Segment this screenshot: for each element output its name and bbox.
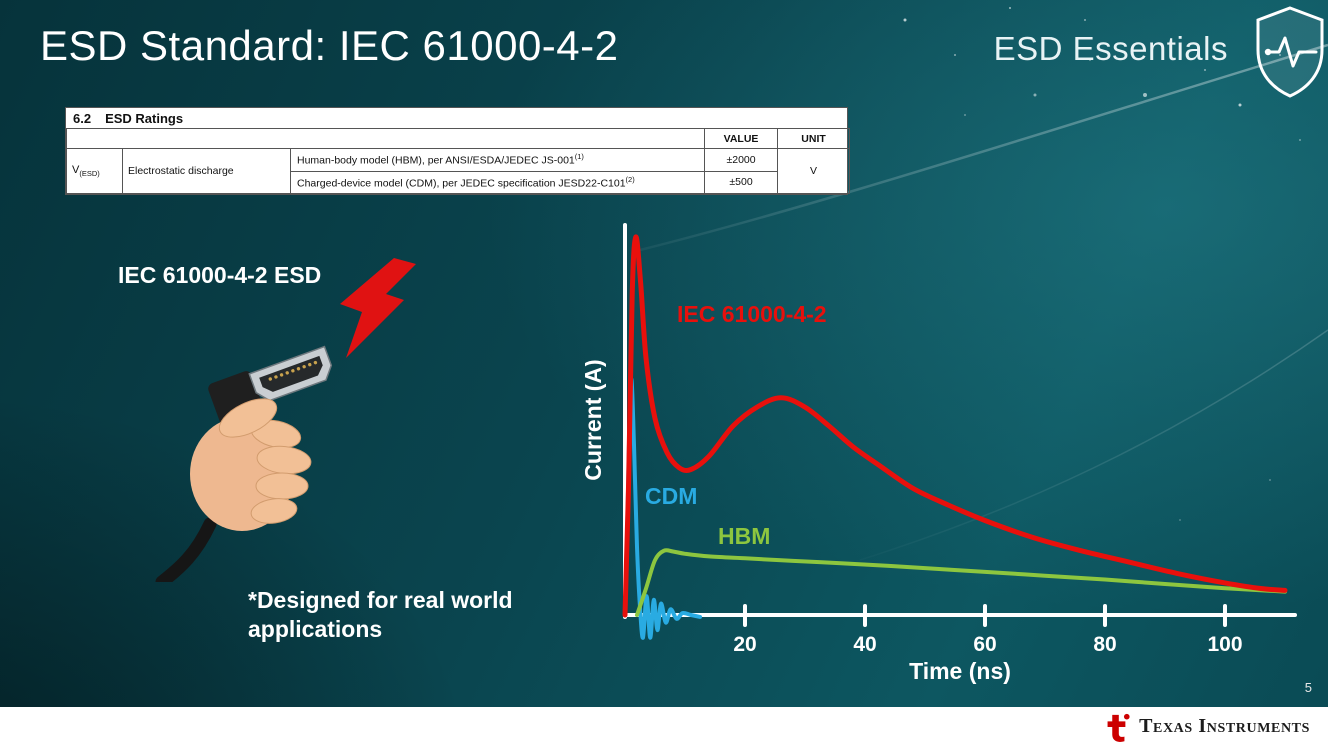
section-number: 6.2	[73, 111, 92, 126]
svg-text:20: 20	[733, 633, 756, 656]
connector-pins	[268, 360, 318, 381]
row-description-footnote: (1)	[574, 152, 584, 161]
row-value: ±500	[704, 170, 779, 195]
chart-canvas: 20 40 60 80 100 Time (ns) Current (A)	[585, 223, 1297, 684]
unit-cell: V	[777, 147, 851, 195]
table-row: V(ESD) Electrostatic discharge Human-bod…	[66, 147, 851, 195]
hand-holding-connector-illustration	[155, 345, 333, 582]
cable	[155, 517, 217, 582]
row-description-text: Charged-device model (CDM), per JEDEC sp…	[297, 177, 626, 190]
ti-bug-icon	[1107, 713, 1130, 742]
curve-label-hbm: HBM	[718, 523, 771, 549]
row-description-footnote: (2)	[625, 174, 635, 184]
esd-shield-icon	[1254, 5, 1326, 104]
ti-logo: Texas Instruments	[1101, 712, 1310, 742]
svg-text:100: 100	[1207, 633, 1242, 656]
ti-wordmark: Texas Instruments	[1139, 715, 1310, 737]
svg-text:60: 60	[973, 633, 996, 656]
param-name: Electrostatic discharge	[122, 147, 291, 195]
svg-text:Current (A): Current (A)	[585, 359, 606, 480]
col-header-value: VALUE	[704, 128, 779, 149]
lightning-bolt-icon	[340, 258, 416, 358]
table-header-spacer	[65, 128, 706, 149]
footnote: *Designed for real world applications	[248, 587, 513, 643]
hand	[190, 398, 312, 531]
row-description: Human-body model (HBM), per ANSI/ESDA/JE…	[289, 148, 706, 172]
table-section-title: 6.2 ESD Ratings	[66, 108, 847, 128]
table-row: Charged-device model (CDM), per JEDEC sp…	[67, 170, 850, 195]
curve-label-iec: IEC 61000-4-2	[677, 301, 827, 327]
illustration-label: IEC 61000-4-2 ESD	[118, 262, 322, 288]
esd-current-chart: 20 40 60 80 100 Time (ns) Current (A) IEC 6100…	[585, 215, 1300, 685]
heartbeat-pulse-icon	[1266, 36, 1318, 68]
slide-title: ESD Standard: IEC 61000-4-2	[40, 22, 619, 69]
svg-text:Time (ns): Time (ns)	[909, 658, 1011, 684]
param-symbol: V(ESD)	[66, 147, 123, 195]
svg-text:80: 80	[1093, 633, 1116, 656]
curve-label-cdm: CDM	[645, 483, 698, 509]
row-description: Charged-device model (CDM), per JEDEC sp…	[289, 170, 706, 195]
col-header-unit: UNIT	[777, 128, 851, 149]
param-symbol-main: V	[72, 164, 80, 177]
svg-text:40: 40	[853, 633, 876, 656]
footer: Texas Instruments	[0, 707, 1328, 746]
row-value: ±2000	[704, 148, 779, 172]
row-description-text: Human-body model (HBM), per ANSI/ESDA/JE…	[297, 154, 575, 167]
datasheet-excerpt: 6.2 ESD Ratings VALUE UNIT V(ESD) Electro…	[65, 107, 851, 196]
series-brand-label: ESD Essentials	[993, 30, 1228, 67]
esd-ratings-table: VALUE UNIT V(ESD) Electrostatic discharg…	[65, 128, 851, 195]
param-symbol-sub: (ESD)	[79, 169, 100, 179]
section-name: ESD Ratings	[105, 111, 184, 126]
page-number: 5	[1304, 680, 1312, 695]
